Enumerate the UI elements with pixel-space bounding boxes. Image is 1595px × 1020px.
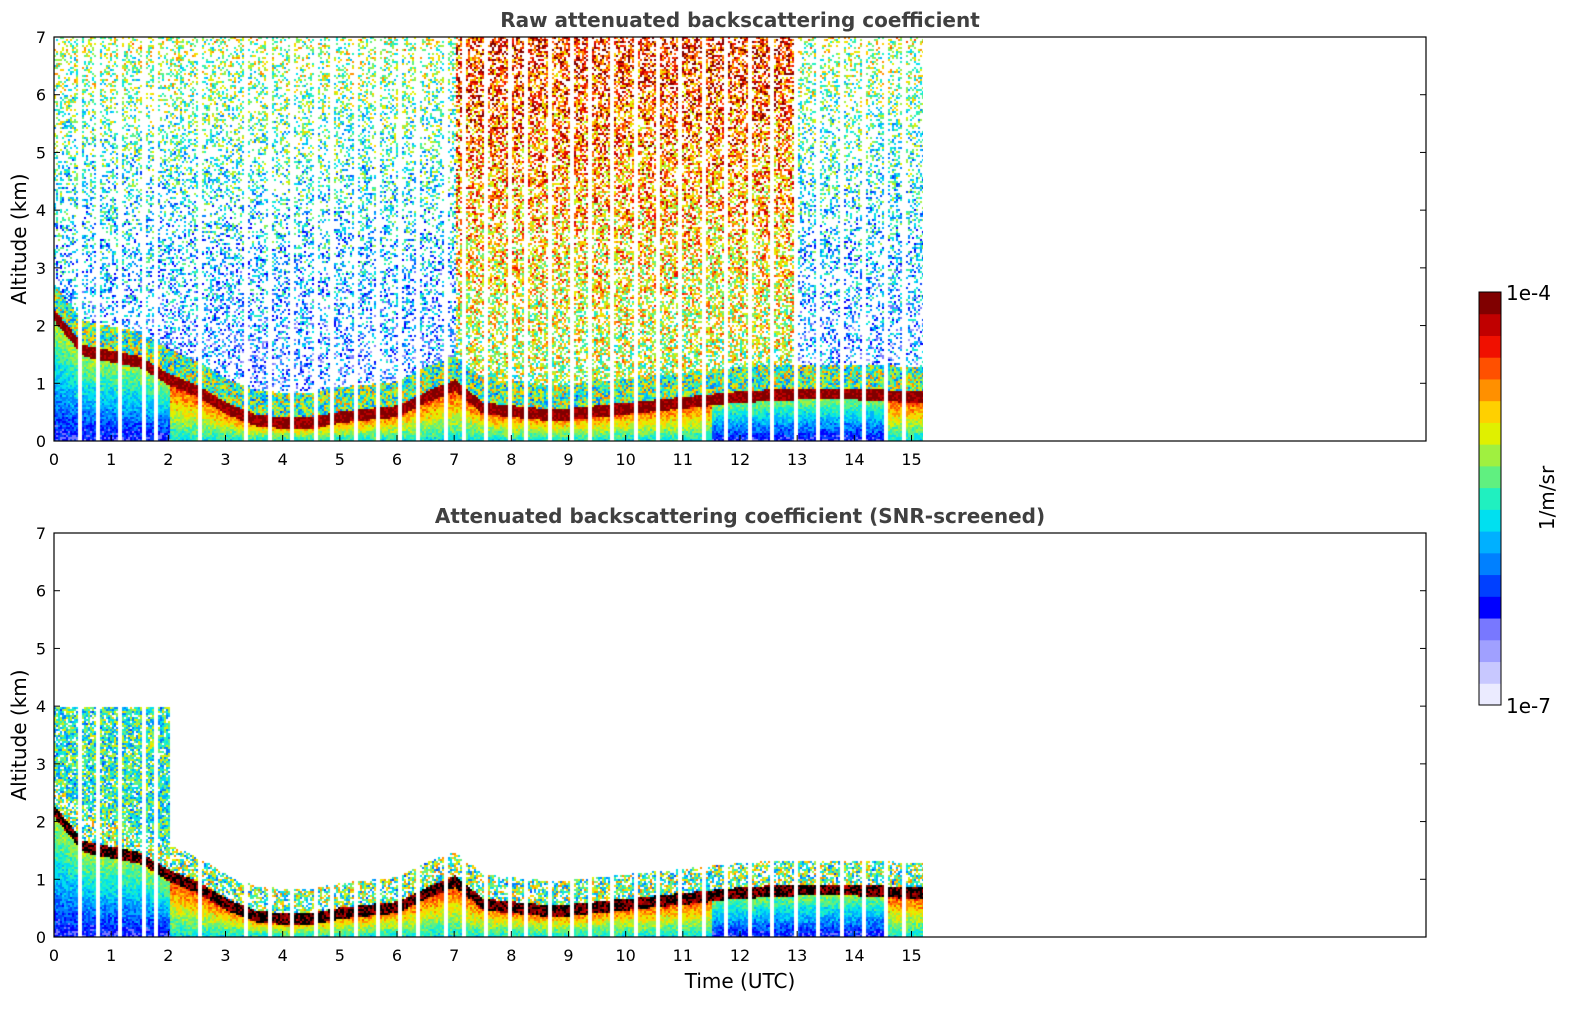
x-tick-label: 3 [220, 450, 230, 469]
x-tick-label: 0 [49, 946, 59, 965]
x-tick-label: 2 [163, 450, 173, 469]
y-tick-label: 3 [36, 259, 46, 278]
y-tick-label: 5 [36, 639, 46, 658]
x-tick-label: 1 [106, 450, 116, 469]
x-tick-label: 3 [220, 946, 230, 965]
raw-backscatter-panel: Raw attenuated backscattering coefficien… [7, 8, 1427, 469]
x-tick-label: 9 [563, 450, 573, 469]
x-tick-label: 10 [615, 450, 635, 469]
y-tick-label: 3 [36, 755, 46, 774]
x-tick-label: 13 [787, 450, 807, 469]
colorbar-step [1479, 531, 1501, 554]
colorbar-step [1479, 552, 1501, 576]
y-tick-label: 1 [36, 374, 46, 393]
colorbar-step [1479, 400, 1501, 423]
y-tick-label: 1 [36, 870, 46, 889]
colorbar-step [1479, 574, 1501, 597]
y-tick-label: 7 [36, 28, 46, 47]
y-tick-label: 2 [36, 813, 46, 832]
colorbar-step [1479, 378, 1501, 402]
x-tick-label: 7 [449, 946, 459, 965]
y-axis-ticks: 0 1 2 3 4 5 6 7 [36, 524, 1426, 947]
colorbar-step [1479, 357, 1501, 380]
panel-title: Attenuated backscattering coefficient (S… [435, 504, 1045, 528]
x-tick-label: 15 [901, 946, 921, 965]
x-tick-label: 5 [335, 946, 345, 965]
y-axis-label: Altitude (km) [7, 173, 31, 304]
colorbar-step [1479, 509, 1501, 532]
y-tick-label: 2 [36, 317, 46, 336]
y-tick-label: 0 [36, 928, 46, 947]
colorbar-gradient [1479, 292, 1501, 706]
colorbar-step [1479, 335, 1501, 358]
heatmap-area [54, 37, 923, 441]
x-tick-label: 15 [901, 450, 921, 469]
x-axis-ticks: 0 1 2 3 4 5 6 7 8 9 10 11 12 13 14 15 [49, 931, 922, 965]
colorbar-step [1479, 618, 1501, 641]
heatmap-image [54, 37, 923, 441]
x-tick-label: 8 [506, 946, 516, 965]
x-tick-label: 12 [730, 450, 750, 469]
x-tick-label: 8 [506, 450, 516, 469]
colorbar-step [1479, 661, 1501, 684]
colorbar-unit-label: 1/m/sr [1535, 465, 1559, 530]
x-axis-ticks: 0 1 2 3 4 5 6 7 8 9 10 11 12 13 14 15 [49, 435, 922, 469]
y-tick-label: 5 [36, 143, 46, 162]
x-axis-label: Time (UTC) [684, 969, 796, 993]
colorbar-step [1479, 683, 1501, 706]
x-tick-label: 1 [106, 946, 116, 965]
y-tick-label: 0 [36, 432, 46, 451]
x-tick-label: 11 [673, 946, 693, 965]
y-tick-label: 6 [36, 86, 46, 105]
colorbar-step [1479, 596, 1501, 619]
x-tick-label: 12 [730, 946, 750, 965]
colorbar-step [1479, 487, 1501, 510]
heatmap-area [54, 533, 923, 937]
y-axis-ticks: 0 1 2 3 4 5 6 7 [36, 28, 1426, 451]
colorbar-step [1479, 444, 1501, 467]
y-tick-label: 6 [36, 582, 46, 601]
colorbar-step [1479, 639, 1501, 663]
x-tick-label: 14 [844, 946, 864, 965]
colorbar-step [1479, 465, 1501, 489]
x-tick-label: 9 [563, 946, 573, 965]
x-tick-label: 6 [392, 450, 402, 469]
screened-backscatter-panel: Attenuated backscattering coefficient (S… [7, 504, 1427, 993]
y-tick-label: 7 [36, 524, 46, 543]
colorbar-frame [1478, 291, 1502, 706]
y-tick-label: 4 [36, 201, 46, 220]
x-tick-label: 14 [844, 450, 864, 469]
colorbar-min-label: 1e-7 [1506, 694, 1551, 718]
colorbar-step [1479, 313, 1501, 336]
y-tick-label: 4 [36, 697, 46, 716]
panel-title: Raw attenuated backscattering coefficien… [500, 8, 980, 32]
x-tick-label: 10 [615, 946, 635, 965]
colorbar-max-label: 1e-4 [1506, 281, 1551, 305]
x-tick-label: 5 [335, 450, 345, 469]
x-tick-label: 2 [163, 946, 173, 965]
x-tick-label: 0 [49, 450, 59, 469]
x-tick-label: 4 [278, 450, 288, 469]
x-tick-label: 6 [392, 946, 402, 965]
x-tick-label: 11 [673, 450, 693, 469]
x-tick-label: 13 [787, 946, 807, 965]
heatmap-image [54, 533, 923, 937]
colorbar-step [1479, 292, 1501, 315]
x-tick-label: 4 [278, 946, 288, 965]
x-tick-label: 7 [449, 450, 459, 469]
colorbar-step [1479, 422, 1501, 445]
colorbar: 1e-4 1e-7 1/m/sr [1478, 281, 1559, 718]
y-axis-label: Altitude (km) [7, 669, 31, 800]
